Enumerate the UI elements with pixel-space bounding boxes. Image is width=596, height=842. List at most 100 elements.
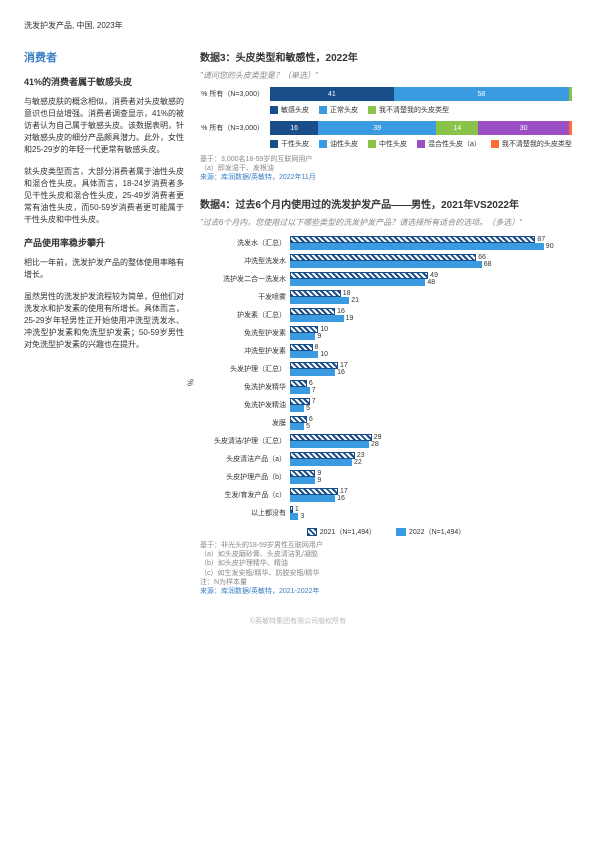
hbar-label: 发膜 (200, 418, 290, 428)
foot-line: （c）如生发安瓶/精华、防脱安瓶/精华 (200, 569, 572, 578)
hbar-2021 (290, 326, 318, 333)
hbar-bars: 1716 (290, 362, 572, 376)
hbar-2021 (290, 380, 307, 387)
page-header: 洗发护发产品, 中国, 2023年 (24, 20, 572, 31)
hbar-value: 19 (346, 315, 354, 322)
hbar-row: 发膜65 (200, 414, 572, 431)
hbar-bars: 99 (290, 470, 572, 484)
hbar-2022 (290, 477, 315, 484)
hbar-row: 洗护发二合一洗发水4948 (200, 270, 572, 287)
para-1: 与敏感皮肤的概念相似，消费者对头皮敏感的意识也日益增强。消费者调查显示，41%的… (24, 96, 184, 156)
foot-source: 来源：库润数据/英敏特，2022年11月 (200, 173, 572, 182)
hbar-row: 洗发水（汇总）8790 (200, 234, 572, 251)
hbar-label: 干发喷雾 (200, 292, 290, 302)
legend-swatch (396, 528, 406, 536)
hbar-value: 29 (374, 434, 382, 441)
stacked-bar-segment (569, 87, 572, 101)
legend-label: 正常头皮 (330, 105, 358, 115)
right-column: 数据3：头皮类型和敏感性，2022年 "请问您的头皮类型是？（单选）" % 所有… (200, 49, 572, 596)
chart3-footnote: 基于：3,000名18-59岁的互联网用户 （a）即发湿干、发根油 来源：库润数… (200, 155, 572, 182)
hbar-row: 生发/育发产品（c）1716 (200, 486, 572, 503)
hbar-2022 (290, 261, 482, 268)
legend-label: 油性头皮 (330, 139, 358, 149)
stacked-bar-label: % 所有（N=3,000） (200, 123, 270, 133)
hbar-value: 6 (309, 416, 313, 423)
hbar-row: 头皮清洁产品（a）2322 (200, 450, 572, 467)
hbar-2022 (290, 441, 369, 448)
hbar-bars: 65 (290, 416, 572, 430)
legend-item: 干性头皮 (270, 139, 309, 149)
legend-item: 油性头皮 (319, 139, 358, 149)
hbar-2022 (290, 495, 335, 502)
legend-swatch (270, 106, 278, 114)
hbar-bars: 4948 (290, 272, 572, 286)
hbar-2021 (290, 344, 313, 351)
hbar-value: 9 (317, 470, 321, 477)
hbar-value: 10 (320, 326, 328, 333)
hbar-value: 49 (430, 272, 438, 279)
hbar-row: 干发喷雾1821 (200, 288, 572, 305)
chart4-title: 数据4：过去6个月内使用过的洗发护发产品——男性，2021年VS2022年 (200, 196, 572, 211)
hbar-value: 16 (337, 369, 345, 376)
heading-2: 产品使用率稳步攀升 (24, 236, 184, 249)
hbar-label: 头皮清洁产品（a） (200, 454, 290, 464)
hbar-row: 冲洗型洗发水6668 (200, 252, 572, 269)
hbar-2022 (290, 423, 304, 430)
hbar-label: 冲洗型护发素 (200, 346, 290, 356)
chart4-footnote: 基于：非光头的18-59岁男性互联网用户（a）如头皮磨砂膏、头皮清洁乳/凝胶（b… (200, 541, 572, 596)
hbar-label: 免洗护发精华 (200, 382, 290, 392)
legend-swatch (307, 528, 317, 536)
hbar-2021 (290, 290, 341, 297)
hbar-label: 头皮清洁/护理（汇总） (200, 436, 290, 446)
hbar-bars: 810 (290, 344, 572, 358)
hbar-value: 66 (478, 254, 486, 261)
hbar-2021 (290, 362, 338, 369)
hbar-row: 免洗护发精华67 (200, 378, 572, 395)
foot-line: 来源：库润数据/英敏特，2021-2022年 (200, 587, 572, 596)
hbar-row: 免洗型护发素109 (200, 324, 572, 341)
legend-item: 混合性头皮（a） (417, 139, 481, 149)
legend-item: 正常头皮 (319, 105, 358, 115)
hbar-value: 48 (427, 279, 435, 286)
hbar-row: 免洗护发精油75 (200, 396, 572, 413)
hbar-value: 90 (546, 243, 554, 250)
heading-1: 41%的消费者属于敏感头皮 (24, 75, 184, 88)
stacked-bar: 16391430 (270, 121, 572, 135)
legend-swatch (270, 140, 278, 148)
hbar-row: 头发护理（汇总）1716 (200, 360, 572, 377)
hbar-value: 5 (306, 405, 310, 412)
hbar-2022 (290, 243, 544, 250)
hbar-2022 (290, 405, 304, 412)
chart3-legend: 敏感头皮正常头皮我不清楚我的头皮类型 (270, 105, 572, 115)
hbar-value: 22 (354, 459, 362, 466)
hbar-value: 16 (337, 495, 345, 502)
foot-line: （b）如头皮护理精华、精油 (200, 559, 572, 568)
hbar-value: 87 (537, 236, 545, 243)
legend-item: 中性头皮 (368, 139, 407, 149)
legend-label: 敏感头皮 (281, 105, 309, 115)
hbar-label: 洗护发二合一洗发水 (200, 274, 290, 284)
para-3: 相比一年前，洗发护发产品的整体使用率略有增长。 (24, 257, 184, 281)
foot-line: （a）如头皮磨砂膏、头皮清洁乳/凝胶 (200, 550, 572, 559)
hbar-label: 以上都没有 (200, 508, 290, 518)
hbar-value: 6 (309, 380, 313, 387)
hbar-value: 3 (300, 513, 304, 520)
hbar-bars: 67 (290, 380, 572, 394)
hbar-row: 冲洗型护发素810 (200, 342, 572, 359)
hbar-bars: 8790 (290, 236, 572, 250)
hbar-label: 免洗护发精油 (200, 400, 290, 410)
hbar-2022 (290, 315, 344, 322)
hbar-value: 9 (317, 477, 321, 484)
hbar-label: 生发/育发产品（c） (200, 490, 290, 500)
stacked-bar-segment: 39 (318, 121, 436, 135)
legend-label: 2022（N=1,494） (409, 527, 465, 537)
foot-line: 基于：3,000名18-59岁的互联网用户 (200, 155, 572, 164)
chart3: % 所有（N=3,000）4158敏感头皮正常头皮我不清楚我的头皮类型% 所有（… (200, 87, 572, 149)
hbar-value: 28 (371, 441, 379, 448)
hbar-2021 (290, 434, 372, 441)
hbar-value: 7 (312, 387, 316, 394)
chart4: 洗发水（汇总）8790冲洗型洗发水6668洗护发二合一洗发水4948干发喷雾18… (200, 234, 572, 521)
legend-label: 中性头皮 (379, 139, 407, 149)
left-column: 消费者 41%的消费者属于敏感头皮 与敏感皮肤的概念相似，消费者对头皮敏感的意识… (24, 49, 184, 596)
stacked-bar-segment: 41 (270, 87, 394, 101)
